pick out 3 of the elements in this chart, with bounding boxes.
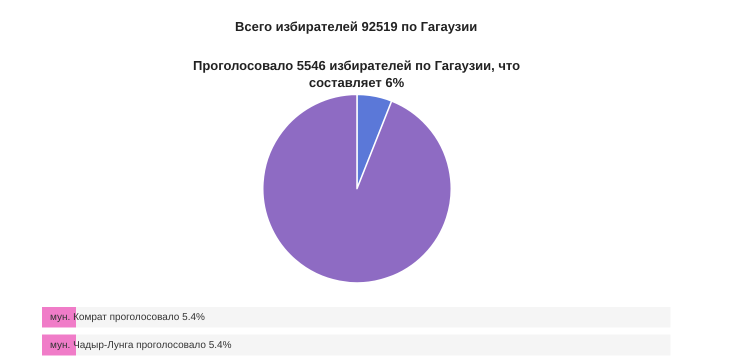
chart-subtitle: Проголосовало 5546 избирателей по Гагаузии, что составляет 6% bbox=[193, 58, 520, 90]
chart-title: Всего избирателей 92519 по Гагаузии bbox=[235, 19, 478, 34]
pie-slice bbox=[262, 94, 452, 284]
